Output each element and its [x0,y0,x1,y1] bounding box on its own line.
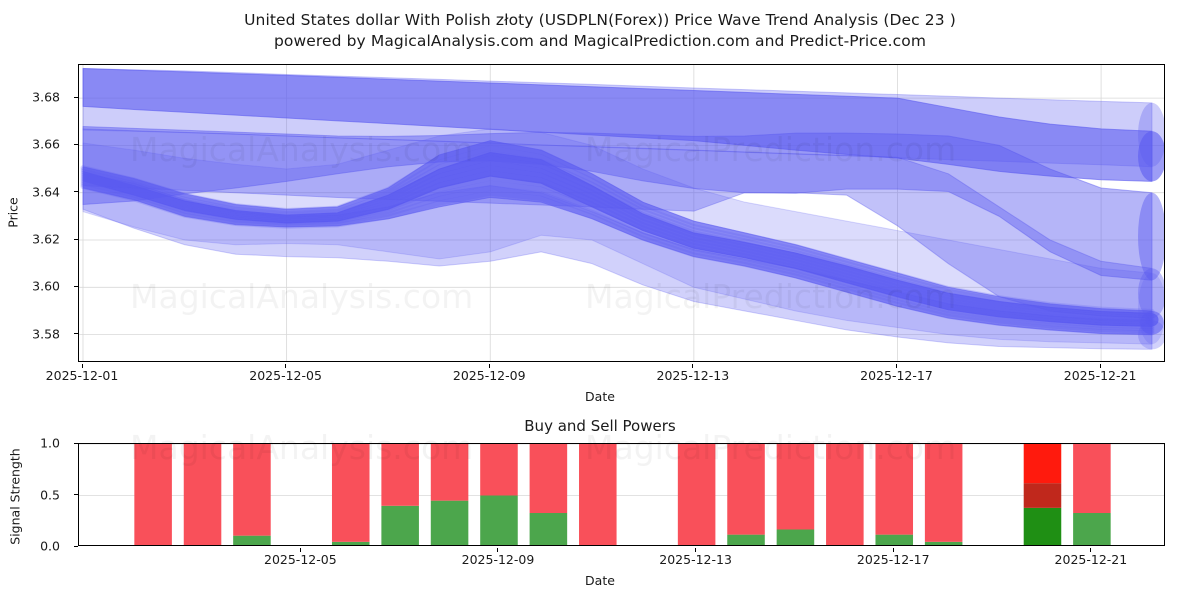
price-y-axis-label: Price [5,197,21,228]
price-x-tick-label: 2025-12-13 [656,368,730,383]
signal-bar [233,444,271,545]
signal-bar [579,444,617,545]
buy-sell-powers-chart [78,443,1165,546]
price-x-tick-label: 2025-12-17 [860,368,933,383]
price-x-tick-mark [895,364,897,368]
signal-bar [381,444,419,545]
price-x-tick-mark [1099,364,1101,368]
buy-sell-powers-svg [79,444,1164,545]
price-x-tick-mark [488,364,490,368]
chart-title-line-2: powered by MagicalAnalysis.com and Magic… [273,32,927,50]
signal-x-tick-label: 2025-12-05 [264,552,337,567]
wave-band-upper-dark-band [82,68,1164,182]
price-x-tick-label: 2025-12-05 [249,368,322,383]
price-x-tick-label: 2025-12-09 [452,368,526,383]
price-x-axis-label: Date [585,389,615,404]
price-y-tick-label: 3.60 [32,278,60,294]
price-y-tick-mark [74,96,78,98]
signal-bar [776,444,815,545]
signal-x-tick-mark [299,548,301,552]
signal-bar [134,444,172,545]
signal-bar [875,444,914,545]
signal-x-tick-label: 2025-12-09 [461,552,535,567]
signal-x-tick-label: 2025-12-13 [659,552,732,567]
price-x-tick-mark [692,364,694,368]
signal-bar [183,444,222,545]
signal-x-tick-mark [497,548,499,552]
chart-title: United States dollar With Polish złoty (… [0,10,1200,52]
signal-y-tick-label: 0.0 [40,538,60,554]
signal-bar [677,444,716,545]
price-y-tick-label: 3.68 [32,89,60,105]
signal-bar [727,444,765,545]
signal-y-tick-mark [74,442,78,444]
price-y-tick-mark [74,238,78,240]
signal-x-axis-label: Date [585,573,615,588]
signal-x-axis: 2025-12-05 2025-12-09 2025-12-13 2025-12-17… [78,548,1165,570]
wave-band-mid-slanted-band [82,125,1164,281]
signal-bar [826,444,864,545]
signal-y-tick-mark [74,494,78,495]
signal-x-tick-mark [1090,548,1092,552]
price-y-axis: 3.58 3.60 3.62 3.64 3.66 3.68 [0,64,78,362]
signal-bar [1023,444,1062,545]
price-x-tick-mark [81,364,83,368]
price-x-tick-label: 2025-12-21 [1063,368,1137,383]
signal-y-tick-label: 1.0 [40,435,60,451]
price-wave-svg [79,65,1164,361]
signal-x-tick-label: 2025-12-21 [1054,552,1128,567]
signal-bar [331,444,370,545]
price-y-tick-mark [74,285,78,287]
signal-y-tick-label: 0.5 [40,487,60,502]
price-y-tick-label: 3.58 [32,326,60,342]
price-x-tick-mark [285,364,287,368]
wave-band-right-descending-band [82,128,1164,319]
signal-y-axis-label: Signal Strength [7,448,23,545]
signal-bar [480,444,518,545]
price-y-tick-mark [74,191,78,193]
price-y-tick-label: 3.64 [32,184,60,200]
wave-band-lower-support-band [82,173,1164,350]
price-wave-chart [78,64,1165,362]
signal-x-tick-label: 2025-12-17 [856,552,930,567]
price-y-tick-mark [74,143,78,145]
price-x-axis: 2025-12-01 2025-12-05 2025-12-09 2025-12-13… [46,364,1165,386]
signal-x-tick-mark [892,548,894,552]
signal-y-tick-mark [74,545,78,547]
price-y-tick-mark [74,333,78,335]
signal-bar [529,444,568,545]
signal-bar [924,444,963,545]
signal-y-axis: 0.0 0.5 1.0 [0,436,78,554]
price-y-tick-label: 3.62 [32,231,60,247]
chart-title-line-1: United States dollar With Polish złoty (… [244,11,956,29]
signal-bar [1073,444,1111,545]
price-y-tick-label: 3.66 [32,136,60,152]
signal-chart-title: Buy and Sell Powers [524,417,676,435]
wave-band-wave-inner-dense [82,152,1159,327]
signal-x-tick-mark [695,548,697,552]
signal-bar [430,444,469,545]
price-x-tick-label: 2025-12-01 [45,368,119,383]
